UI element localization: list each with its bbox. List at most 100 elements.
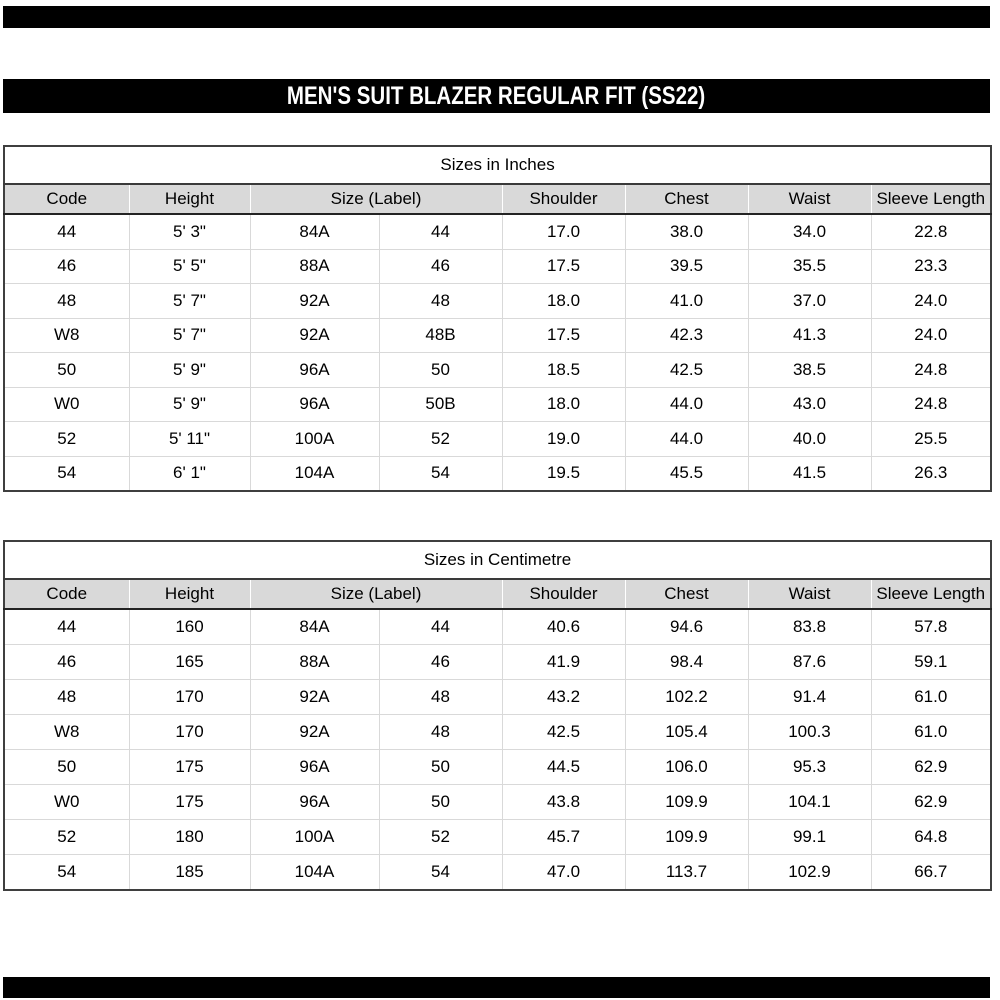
table-cell: 113.7 — [624, 854, 749, 891]
table-cell: 5' 3" — [128, 213, 251, 250]
table-cell: 38.5 — [747, 352, 872, 388]
table-cell: 5' 5" — [128, 248, 251, 284]
table-row: 54 6' 1" 104A 54 19.5 45.5 41.5 26.3 — [3, 455, 992, 492]
table-cell: 98.4 — [624, 644, 749, 680]
header-row: Code Height Size (Label) Shoulder Chest Waist… — [3, 184, 992, 215]
table-cell: 100A — [249, 819, 380, 855]
table-cell: 42.5 — [501, 714, 626, 750]
column-header: Code — [3, 579, 130, 610]
table-cell: 25.5 — [870, 421, 992, 457]
table-cell: 5' 9" — [128, 352, 251, 388]
table-cell: 24.0 — [870, 283, 992, 319]
table-cell: 52 — [378, 819, 503, 855]
table-cell: 44 — [3, 213, 130, 250]
column-header: Height — [128, 579, 251, 610]
column-header: Waist — [747, 184, 872, 215]
table-cell: 87.6 — [747, 644, 872, 680]
section-title: Sizes in Centimetre — [4, 541, 992, 580]
section-title-row: Sizes in Inches — [4, 146, 992, 185]
column-header: Chest — [624, 184, 749, 215]
bottom-divider-bar — [3, 977, 990, 998]
table-cell: 44.0 — [624, 421, 749, 457]
table-cell: 99.1 — [747, 819, 872, 855]
header-row: Code Height Size (Label) Shoulder Chest Waist… — [3, 579, 992, 610]
table-cell: 34.0 — [747, 213, 872, 250]
table-cell: 96A — [249, 784, 380, 820]
table-cell: 18.0 — [501, 386, 626, 422]
table-cell: 91.4 — [747, 679, 872, 715]
column-header: Shoulder — [501, 579, 626, 610]
table-row: 46 5' 5" 88A 46 17.5 39.5 35.5 23.3 — [3, 248, 992, 284]
table-cell: 165 — [128, 644, 251, 680]
table-cell: 96A — [249, 352, 380, 388]
table-cell: 18.5 — [501, 352, 626, 388]
table-cell: 17.5 — [501, 317, 626, 353]
table-cell: 57.8 — [870, 608, 992, 645]
page-title: MEN'S SUIT BLAZER REGULAR FIT (SS22) — [287, 81, 706, 110]
table-cell: 23.3 — [870, 248, 992, 284]
table-row: W0 5' 9" 96A 50B 18.0 44.0 43.0 24.8 — [3, 386, 992, 422]
column-header: Chest — [624, 579, 749, 610]
table-cell: 24.8 — [870, 386, 992, 422]
table-cell: 62.9 — [870, 784, 992, 820]
table-cell: 50 — [3, 749, 130, 785]
table-row: 44 5' 3" 84A 44 17.0 38.0 34.0 22.8 — [3, 213, 992, 250]
table-cell: 22.8 — [870, 213, 992, 250]
table-cell: 41.5 — [747, 455, 872, 492]
table-cell: 105.4 — [624, 714, 749, 750]
table-body: 44 5' 3" 84A 44 17.0 38.0 34.0 22.8 46 5' 5" 88A 46… — [3, 213, 992, 492]
table-cell: 5' 11" — [128, 421, 251, 457]
table-cell: 94.6 — [624, 608, 749, 645]
table-cell: 92A — [249, 317, 380, 353]
table-cell: 50 — [378, 784, 503, 820]
table-cell: 48 — [3, 679, 130, 715]
table-cell: 38.0 — [624, 213, 749, 250]
table-cell: 102.9 — [747, 854, 872, 891]
table-cell: 83.8 — [747, 608, 872, 645]
table-cell: 48 — [3, 283, 130, 319]
table-cell: 185 — [128, 854, 251, 891]
table-cell: 160 — [128, 608, 251, 645]
table-cell: 48 — [378, 714, 503, 750]
table-cell: 66.7 — [870, 854, 992, 891]
table-cell: 100.3 — [747, 714, 872, 750]
table-cell: 88A — [249, 248, 380, 284]
column-header: Size (Label) — [249, 579, 503, 610]
table-cell: 50B — [378, 386, 503, 422]
column-header: Waist — [747, 579, 872, 610]
table-cell: W8 — [3, 714, 130, 750]
table-cell: 92A — [249, 714, 380, 750]
table-cell: 104A — [249, 455, 380, 492]
table-cell: 17.5 — [501, 248, 626, 284]
table-cell: 37.0 — [747, 283, 872, 319]
table-row: 44 160 84A 44 40.6 94.6 83.8 57.8 — [3, 608, 992, 645]
table-cell: 54 — [378, 455, 503, 492]
table-cell: 48 — [378, 679, 503, 715]
table-cell: 44 — [378, 213, 503, 250]
table-cell: 84A — [249, 213, 380, 250]
table-cell: 43.0 — [747, 386, 872, 422]
table-cell: 41.9 — [501, 644, 626, 680]
sizes-in-centimetre-table-section: Sizes in Centimetre Code Height Size (Labe… — [3, 540, 993, 891]
table-cell: 106.0 — [624, 749, 749, 785]
table-cell: 44 — [378, 608, 503, 645]
table-cell: 54 — [3, 455, 130, 492]
table-cell: 59.1 — [870, 644, 992, 680]
table-cell: 61.0 — [870, 714, 992, 750]
table-cell: 43.2 — [501, 679, 626, 715]
table-cell: 26.3 — [870, 455, 992, 492]
table-cell: 5' 9" — [128, 386, 251, 422]
table-cell: 95.3 — [747, 749, 872, 785]
table-row: 52 180 100A 52 45.7 109.9 99.1 64.8 — [3, 819, 992, 855]
table-cell: 41.0 — [624, 283, 749, 319]
table-cell: 170 — [128, 714, 251, 750]
table-cell: 44.0 — [624, 386, 749, 422]
table-cell: 45.7 — [501, 819, 626, 855]
table-cell: 96A — [249, 749, 380, 785]
column-header: Sleeve Length — [870, 184, 992, 215]
table-cell: 48B — [378, 317, 503, 353]
table-cell: 170 — [128, 679, 251, 715]
table-cell: 42.5 — [624, 352, 749, 388]
table-cell: 54 — [3, 854, 130, 891]
